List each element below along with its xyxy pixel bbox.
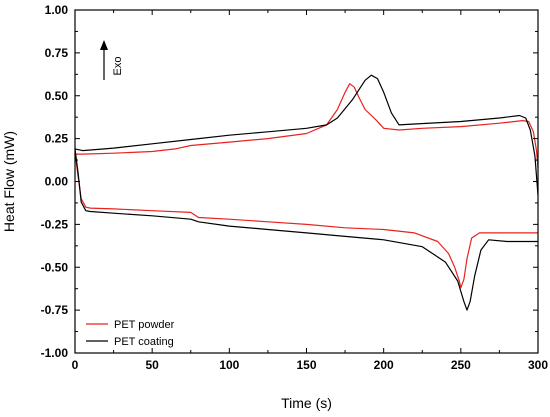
series-line-pet-coating-heating	[74, 74, 539, 196]
exo-label: Exo	[112, 57, 124, 76]
x-tick-label: 100	[219, 358, 239, 372]
series-line-pet-coating-cooling	[74, 148, 538, 311]
series-line-pet-powder-heating	[75, 83, 539, 168]
x-tick-label: 250	[451, 358, 471, 372]
y-tick-label: 1.00	[45, 3, 69, 17]
x-tick-label: 200	[374, 358, 394, 372]
x-tick-label: 150	[296, 358, 316, 372]
y-tick-label: 0.50	[45, 89, 69, 103]
y-tick-label: -0.50	[41, 260, 69, 274]
legend-label-pet-coating: PET coating	[114, 336, 174, 348]
tick-layer: 0 50 100 150 200 250 300 -1.00 -0.75 -0.50 -0.25 0.…	[41, 3, 549, 372]
x-tick-label: 300	[528, 358, 548, 372]
y-axis-label: Heat Flow (mW)	[1, 131, 17, 232]
y-tick-label: 0.25	[45, 132, 69, 146]
y-tick-label: -1.00	[41, 346, 69, 360]
series-line-pet-powder-cooling	[74, 152, 538, 289]
y-tick-label: -0.75	[41, 303, 69, 317]
exo-arrowhead-icon	[100, 40, 108, 50]
y-tick-label: 0.00	[45, 175, 69, 189]
y-tick-label: -0.25	[41, 217, 69, 231]
x-axis-label: Time (s)	[281, 395, 332, 411]
plot-layer	[74, 74, 539, 311]
legend: PET powder PET coating	[86, 319, 175, 348]
exo-annotation: Exo	[100, 40, 124, 80]
x-tick-label: 50	[145, 358, 159, 372]
y-tick-label: 0.75	[45, 46, 69, 60]
legend-label-pet-powder: PET powder	[114, 319, 175, 331]
x-tick-label: 0	[72, 358, 79, 372]
plot-frame	[74, 9, 539, 354]
